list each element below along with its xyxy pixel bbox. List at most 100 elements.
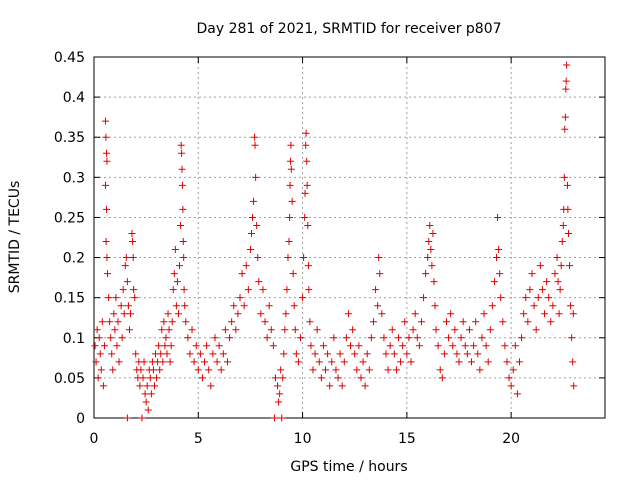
data-point: [440, 350, 448, 358]
data-point: [303, 157, 311, 165]
data-point: [156, 366, 164, 374]
data-point: [158, 326, 166, 334]
data-point: [184, 334, 192, 342]
data-point: [306, 318, 314, 326]
data-point: [401, 318, 409, 326]
data-point: [132, 350, 140, 358]
data-point: [141, 390, 149, 398]
data-point: [102, 238, 110, 246]
data-point: [165, 326, 173, 334]
data-point: [269, 342, 277, 350]
data-point: [376, 270, 384, 278]
data-point: [140, 358, 148, 366]
data-point: [336, 350, 344, 358]
data-point: [292, 350, 300, 358]
data-point: [285, 238, 293, 246]
data-point: [511, 342, 519, 350]
data-point: [367, 334, 375, 342]
data-point: [265, 302, 273, 310]
data-point: [96, 350, 104, 358]
data-point: [263, 334, 271, 342]
data-point: [242, 262, 250, 270]
data-point: [549, 302, 557, 310]
y-tick-label: 0.05: [54, 371, 85, 387]
data-point: [561, 125, 569, 133]
data-point: [501, 342, 509, 350]
data-point: [186, 350, 194, 358]
data-point: [205, 366, 213, 374]
data-point: [112, 294, 120, 302]
data-point: [488, 302, 496, 310]
data-point: [174, 310, 182, 318]
data-point: [528, 270, 536, 278]
data-point: [119, 286, 127, 294]
data-point: [168, 318, 176, 326]
data-point: [287, 141, 295, 149]
data-point: [478, 334, 486, 342]
data-point: [372, 286, 380, 294]
data-point: [568, 334, 576, 342]
data-point: [307, 342, 315, 350]
data-point: [287, 165, 295, 173]
data-point: [101, 181, 109, 189]
data-point: [103, 149, 111, 157]
data-point: [405, 334, 413, 342]
data-point: [422, 270, 430, 278]
data-point: [127, 310, 134, 318]
data-point: [221, 326, 229, 334]
data-point: [155, 342, 163, 350]
data-point: [313, 326, 321, 334]
data-point: [190, 358, 198, 366]
data-point: [484, 358, 492, 366]
data-point: [136, 382, 144, 390]
data-point: [172, 302, 180, 310]
data-point: [284, 254, 292, 262]
data-point: [451, 326, 459, 334]
data-point: [282, 310, 290, 318]
data-point: [559, 221, 567, 229]
data-point: [142, 398, 150, 406]
data-point: [105, 294, 113, 302]
data-point: [359, 358, 367, 366]
data-point: [427, 246, 435, 254]
data-point: [388, 326, 396, 334]
data-point: [538, 286, 546, 294]
data-point: [196, 350, 204, 358]
data-point: [162, 334, 170, 342]
data-point: [234, 310, 242, 318]
data-point: [301, 189, 309, 197]
data-point: [296, 334, 304, 342]
data-point: [171, 246, 179, 254]
data-point: [503, 358, 511, 366]
data-point: [569, 310, 577, 318]
data-point: [254, 254, 262, 262]
data-point: [123, 278, 131, 286]
data-point: [244, 286, 252, 294]
data-point: [278, 414, 286, 422]
data-point: [251, 141, 259, 149]
data-point: [247, 229, 255, 237]
data-point: [146, 374, 154, 382]
data-point: [453, 350, 461, 358]
data-point: [177, 141, 185, 149]
data-point: [147, 390, 155, 398]
data-point: [286, 181, 294, 189]
data-point: [530, 302, 538, 310]
data-point: [275, 398, 283, 406]
data-point: [150, 382, 158, 390]
data-point: [302, 141, 310, 149]
data-point: [114, 318, 122, 326]
data-point: [255, 278, 263, 286]
y-axis-label: SRMTID / TECUs: [7, 181, 23, 294]
data-point: [91, 342, 99, 350]
data-point: [330, 334, 338, 342]
data-point: [409, 326, 417, 334]
data-point: [290, 302, 298, 310]
data-point: [115, 358, 123, 366]
data-point: [472, 318, 480, 326]
data-point: [108, 350, 116, 358]
data-point: [541, 310, 549, 318]
data-point: [259, 286, 267, 294]
data-point: [566, 262, 574, 270]
